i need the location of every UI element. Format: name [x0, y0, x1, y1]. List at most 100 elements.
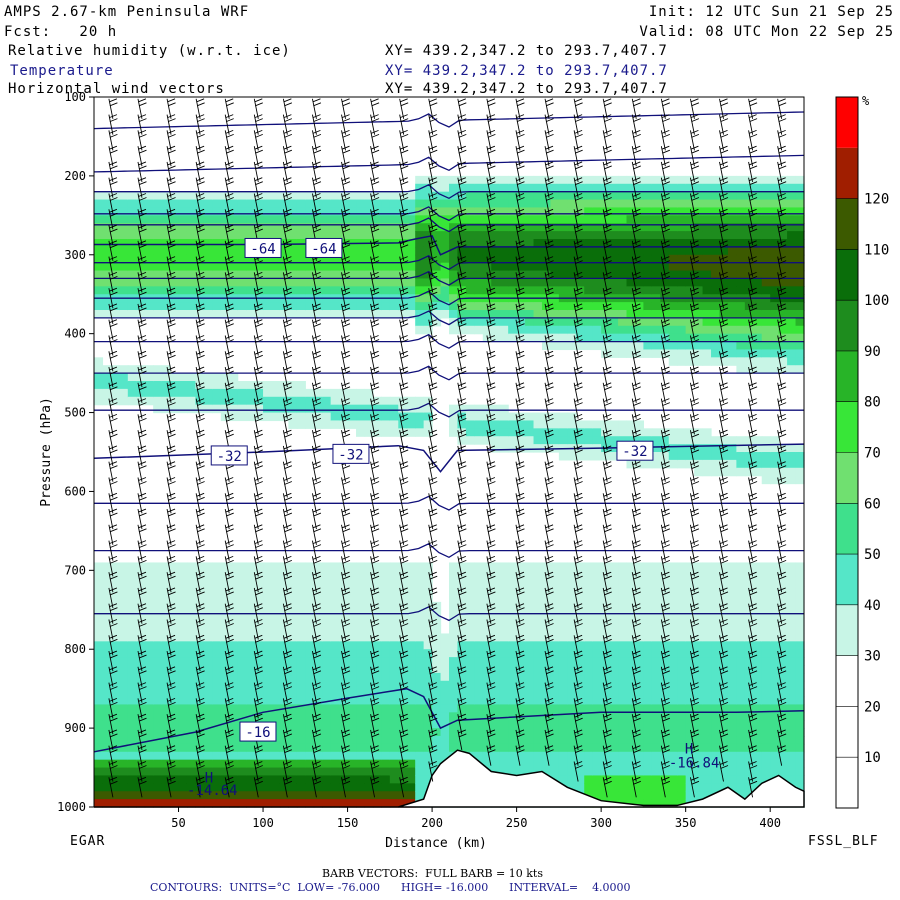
rh-cell	[787, 736, 797, 745]
rh-cell	[296, 799, 306, 808]
rh-cell	[136, 641, 146, 650]
rh-cell	[499, 278, 509, 287]
rh-cell	[626, 333, 636, 343]
rh-cell	[465, 302, 475, 311]
rh-cell	[102, 278, 112, 287]
rh-cell	[516, 207, 526, 216]
rh-cell	[144, 759, 154, 769]
rh-cell	[592, 791, 602, 800]
rh-cell	[153, 625, 163, 635]
rh-cell	[220, 751, 230, 761]
rh-cell	[153, 688, 163, 698]
rh-cell	[364, 586, 374, 595]
rh-cell	[356, 302, 366, 311]
rh-cell	[736, 633, 746, 642]
rh-cell	[330, 215, 340, 224]
rh-cell	[322, 420, 332, 429]
rh-cell	[567, 775, 577, 784]
rh-cell	[533, 649, 543, 658]
rh-cell	[558, 310, 568, 319]
rh-cell	[677, 743, 687, 753]
rh-cell	[127, 743, 137, 753]
rh-cell	[525, 759, 535, 769]
rh-cell	[102, 302, 112, 311]
rh-cell	[364, 625, 374, 635]
wind-barb-feather	[109, 417, 118, 422]
rh-cell	[677, 633, 687, 642]
rh-cell	[186, 207, 197, 216]
rh-cell	[347, 688, 357, 698]
rh-cell	[643, 657, 653, 666]
rh-cell	[423, 665, 433, 674]
rh-cell	[322, 672, 332, 682]
rh-cell	[719, 270, 729, 280]
rh-cell	[432, 728, 442, 737]
rh-cell	[795, 665, 805, 674]
rh-cell	[499, 625, 509, 635]
rh-cell	[288, 254, 298, 264]
rh-cell	[288, 617, 298, 627]
rh-cell	[592, 246, 602, 256]
rh-cell	[609, 680, 619, 690]
rh-cell	[119, 594, 129, 603]
rh-cell	[246, 680, 256, 690]
rh-cell	[330, 570, 340, 579]
rh-cell	[432, 641, 442, 650]
rh-cell	[567, 641, 577, 650]
rh-cell	[634, 191, 645, 201]
rh-cell	[186, 302, 197, 311]
field-wind-name: Horizontal wind vectors	[8, 81, 225, 97]
rh-cell	[330, 278, 340, 287]
rh-cell	[110, 696, 120, 706]
rh-cell	[474, 404, 484, 414]
rh-cell	[186, 712, 197, 721]
rh-cell	[719, 246, 729, 256]
rh-cell	[237, 791, 247, 800]
rh-cell	[186, 594, 197, 603]
rh-cell	[246, 396, 256, 406]
rh-cell	[237, 743, 247, 753]
rh-cell	[677, 665, 687, 674]
rh-cell	[584, 207, 594, 216]
rh-cell	[389, 254, 399, 264]
rh-cell	[203, 665, 213, 674]
rh-cell	[263, 680, 273, 690]
rh-cell	[525, 207, 535, 216]
rh-cell	[449, 294, 459, 303]
rh-cell	[347, 759, 357, 769]
wind-barb-feather	[138, 354, 147, 359]
rh-cell	[263, 743, 273, 753]
rh-cell	[575, 672, 585, 682]
rh-cell	[398, 657, 408, 666]
rh-cell	[795, 562, 805, 571]
rh-cell	[668, 325, 678, 335]
rh-cell	[727, 633, 737, 642]
rh-cell	[372, 775, 382, 784]
rh-cell	[127, 783, 137, 792]
rh-cell	[296, 420, 306, 429]
rh-cell	[144, 743, 154, 753]
rh-cell	[727, 333, 737, 343]
rh-cell	[778, 246, 788, 256]
rh-cell	[246, 649, 256, 658]
rh-cell	[364, 791, 374, 800]
rh-cell	[491, 412, 501, 422]
rh-cell	[550, 657, 560, 666]
rh-cell	[711, 183, 721, 193]
rh-cell	[651, 341, 661, 351]
rh-cell	[288, 649, 298, 658]
rh-cell	[127, 254, 137, 264]
rh-cell	[330, 704, 340, 713]
rh-cell	[525, 333, 535, 343]
rh-cell	[465, 665, 475, 674]
rh-cell	[170, 286, 180, 295]
rh-cell	[296, 720, 306, 729]
rh-cell	[533, 720, 543, 729]
rh-cell	[711, 672, 721, 682]
rh-cell	[288, 586, 298, 595]
rh-cell	[271, 562, 281, 571]
rh-cell	[347, 712, 357, 721]
rh-cell	[186, 672, 197, 682]
rh-cell	[279, 246, 290, 256]
rh-cell	[550, 578, 560, 587]
